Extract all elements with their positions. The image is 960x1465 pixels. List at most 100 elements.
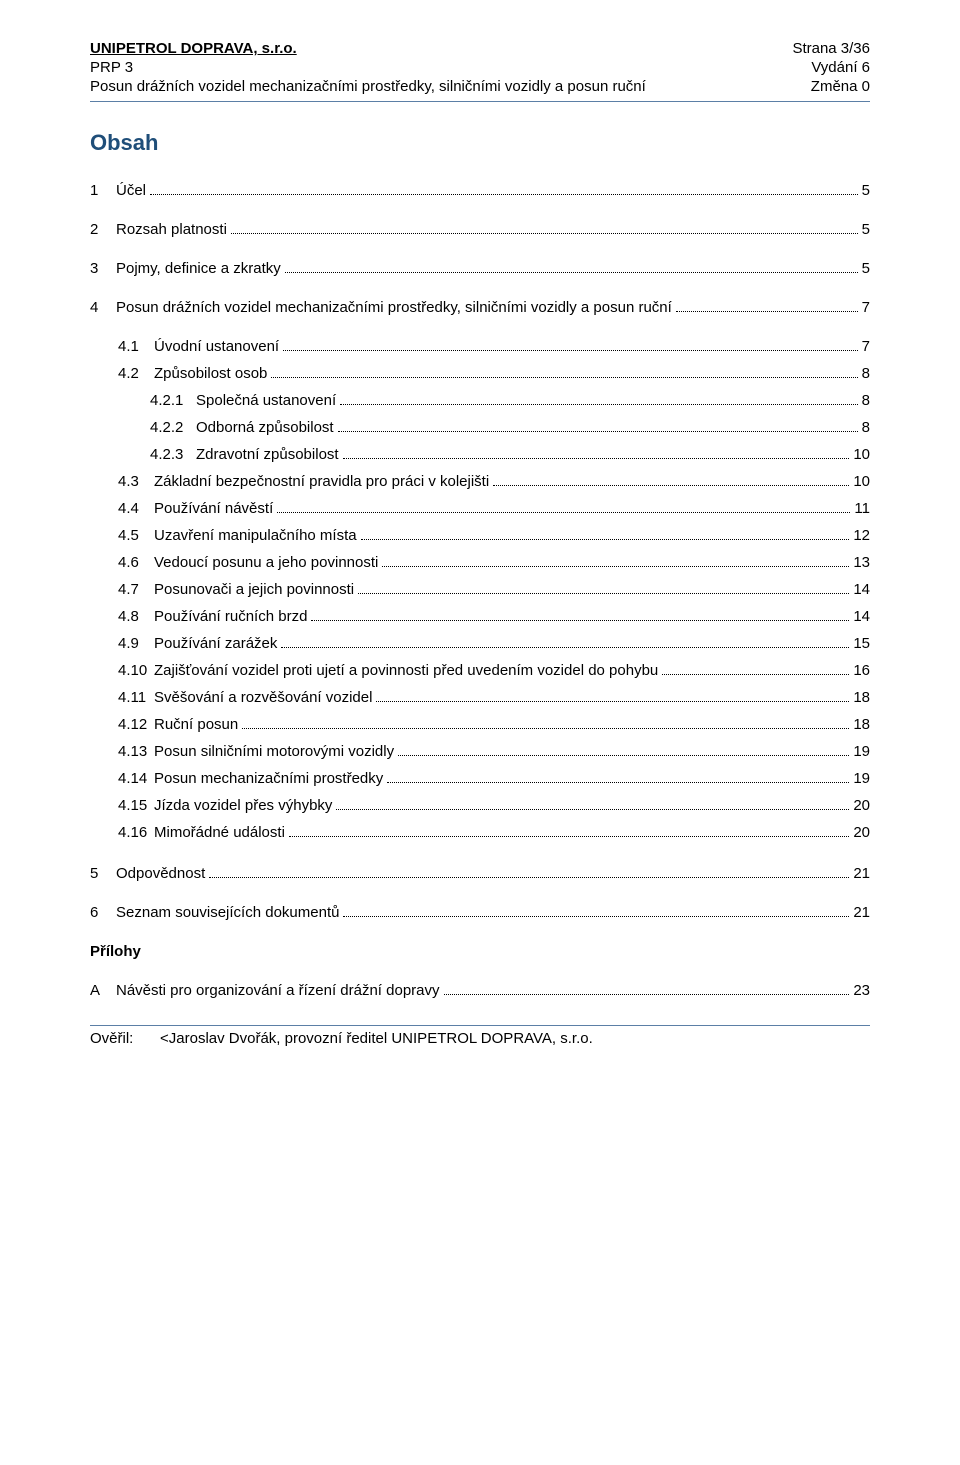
toc-dots: [209, 877, 849, 878]
toc-text: Odpovědnost: [116, 865, 205, 882]
toc-row: 4.2Způsobilost osob 8: [90, 365, 870, 382]
toc-dots: [662, 674, 849, 675]
toc-page: 20: [853, 797, 870, 814]
toc-row: 4.1Úvodní ustanovení7: [90, 338, 870, 355]
toc-dots: [493, 485, 849, 486]
toc-page: 11: [854, 500, 870, 517]
toc-dots: [340, 404, 858, 405]
toc-text: Úvodní ustanovení: [154, 338, 279, 355]
toc-text: Způsobilost osob: [154, 365, 267, 382]
toc-num: 4.4: [118, 500, 154, 517]
toc-text: Pojmy, definice a zkratky: [116, 260, 281, 277]
toc-page: 7: [862, 299, 870, 316]
page-number: Strana 3/36: [792, 40, 870, 57]
toc-num: 3: [90, 260, 116, 277]
toc-dots: [289, 836, 849, 837]
toc-page: 5: [862, 260, 870, 277]
toc-row: 4.2.2Odborná způsobilost 8: [90, 419, 870, 436]
toc-page: 18: [853, 716, 870, 733]
toc-dots: [311, 620, 849, 621]
toc-num: 4.5: [118, 527, 154, 544]
toc-page: 14: [853, 581, 870, 598]
toc-num: 4.16: [118, 824, 154, 841]
toc-dots: [398, 755, 849, 756]
toc-dots: [231, 233, 858, 234]
toc-row: 6Seznam souvisejících dokumentů 21: [90, 904, 870, 921]
toc-dots: [382, 566, 849, 567]
toc-dots: [387, 782, 849, 783]
toc-row: 4.9Používání zarážek15: [90, 635, 870, 652]
toc-row: 4.5Uzavření manipulačního místa12: [90, 527, 870, 544]
toc-row: 4.7Posunovači a jejich povinnosti14: [90, 581, 870, 598]
toc-num: 4.8: [118, 608, 154, 625]
toc-dots: [271, 377, 857, 378]
toc-row: 4.8Používání ručních brzd14: [90, 608, 870, 625]
toc-page: 15: [853, 635, 870, 652]
toc-text: Vedoucí posunu a jeho povinnosti: [154, 554, 378, 571]
toc-num: 4.2.3: [150, 446, 196, 463]
toc-dots: [361, 539, 850, 540]
toc-page: 19: [853, 770, 870, 787]
toc-num: 4.10: [118, 662, 154, 679]
toc-page: 16: [853, 662, 870, 679]
toc-dots: [343, 916, 849, 917]
toc-row: 4.3Základní bezpečnostní pravidla pro pr…: [90, 473, 870, 490]
toc-row: 4.4Používání návěstí 11: [90, 500, 870, 517]
toc-text: Používání návěstí: [154, 500, 273, 517]
toc-num: 4.3: [118, 473, 154, 490]
toc-num: 1: [90, 182, 116, 199]
toc-dots: [444, 994, 850, 995]
toc-num: 5: [90, 865, 116, 882]
toc-text: Posun mechanizačními prostředky: [154, 770, 383, 787]
appendix-heading: Přílohy: [90, 943, 870, 960]
appendix-row: A Návěsti pro organizování a řízení dráž…: [90, 982, 870, 999]
toc-dots: [343, 458, 850, 459]
toc-page: 10: [853, 473, 870, 490]
toc-row: 2Rozsah platnosti5: [90, 221, 870, 238]
doc-code: PRP 3: [90, 59, 133, 76]
toc-page: 20: [853, 824, 870, 841]
toc-text: Posun drážních vozidel mechanizačními pr…: [116, 299, 672, 316]
appendix-text: Návěsti pro organizování a řízení drážní…: [116, 982, 440, 999]
toc-page: 8: [862, 392, 870, 409]
footer-rule: [90, 1025, 870, 1026]
toc-page: 10: [853, 446, 870, 463]
toc-num: 6: [90, 904, 116, 921]
toc-row: 4.14Posun mechanizačními prostředky19: [90, 770, 870, 787]
footer-value: <Jaroslav Dvořák, provozní ředitel UNIPE…: [160, 1030, 593, 1047]
toc-dots: [358, 593, 849, 594]
toc-num: 4.2.2: [150, 419, 196, 436]
toc-text: Zajišťování vozidel proti ujetí a povinn…: [154, 662, 658, 679]
toc-text: Seznam souvisejících dokumentů: [116, 904, 339, 921]
edition: Vydání 6: [811, 59, 870, 76]
header-rule: [90, 101, 870, 102]
toc-dots: [283, 350, 858, 351]
toc-row: 1Účel5: [90, 182, 870, 199]
toc-title: Obsah: [90, 130, 870, 156]
appendix-num: A: [90, 982, 116, 999]
toc-row: 4.6Vedoucí posunu a jeho povinnosti13: [90, 554, 870, 571]
toc-page: 8: [862, 419, 870, 436]
toc-text: Používání ručních brzd: [154, 608, 307, 625]
toc-dots: [676, 311, 858, 312]
toc-text: Ruční posun: [154, 716, 238, 733]
toc-page: 21: [853, 904, 870, 921]
toc-text: Odborná způsobilost: [196, 419, 334, 436]
toc-row: 4.12Ruční posun18: [90, 716, 870, 733]
toc-text: Posun silničními motorovými vozidly: [154, 743, 394, 760]
toc-dots: [150, 194, 858, 195]
toc-page: 8: [862, 365, 870, 382]
toc-text: Mimořádné události: [154, 824, 285, 841]
toc-row: 4.2.3Zdravotní způsobilost10: [90, 446, 870, 463]
toc-page: 12: [853, 527, 870, 544]
toc-text: Účel: [116, 182, 146, 199]
change-label: Změna 0: [811, 78, 870, 95]
toc-num: 4.11: [118, 689, 154, 706]
toc-num: 4.2: [118, 365, 154, 382]
toc-page: 5: [862, 221, 870, 238]
toc-page: 18: [853, 689, 870, 706]
toc-dots: [338, 431, 858, 432]
toc-row: 4Posun drážních vozidel mechanizačními p…: [90, 299, 870, 316]
toc-page: 7: [862, 338, 870, 355]
toc-dots: [281, 647, 849, 648]
